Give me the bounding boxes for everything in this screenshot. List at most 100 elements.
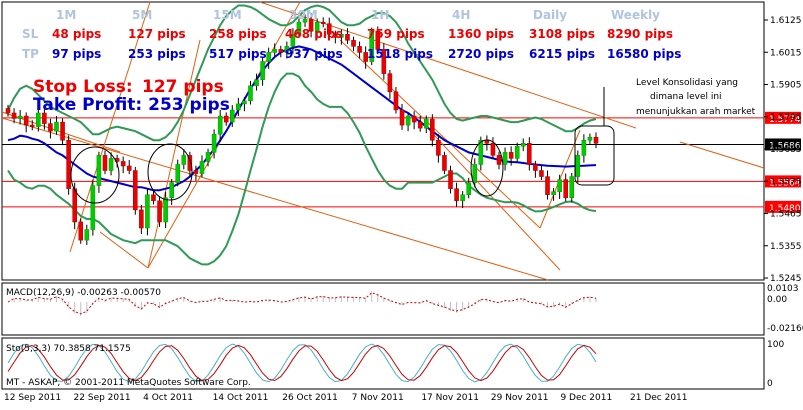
sl-1M: 48 pips [52,27,101,41]
macd-tick-zero: 0.00 [767,295,787,305]
candle-body [490,143,496,156]
candle-body [557,179,562,192]
y-tick-label: 1.5905 [770,81,802,91]
tp-1H: 1518 pips [367,47,433,61]
candle-body [175,164,181,183]
level-tag-1.5564 [765,175,801,188]
sl-15M: 258 pips [209,27,267,41]
candle-body [217,115,223,135]
candle-body [478,139,484,165]
candle-body [454,188,459,202]
candle-body [145,194,150,229]
x-tick-label: 26 Oct 2011 [282,393,338,403]
tp-1M: 97 pips [52,47,101,61]
tp-5M: 253 pips [128,47,186,61]
candle-body [563,179,568,199]
x-tick-label: 22 Sep 2011 [74,393,131,403]
candle-body [48,123,53,132]
candle-body [333,34,338,38]
timeframe-5M: 5M [132,8,152,22]
macd-signal [7,292,597,315]
stop-loss-value: 127 pips [142,77,224,97]
candle-body [290,34,296,47]
candle-body [296,21,302,35]
candle-body [163,197,168,223]
trend-line [99,231,149,269]
candle-body [527,143,532,165]
candle-body [278,49,284,53]
candle-body [442,155,447,171]
trend-line [339,39,541,229]
candle-body [17,115,23,119]
candle-body [502,152,508,165]
trend-line [679,141,765,169]
main-panel [1,1,765,281]
candle-body [42,112,47,124]
y-tick-label: 1.5465 [770,210,802,220]
macd-panel [1,282,765,336]
timeframe-1H: 1H [371,8,389,22]
candle-body [187,155,193,171]
candle-body [375,30,381,50]
candle-body [23,115,29,126]
highlight-circle [147,143,193,201]
candle-body [405,115,411,126]
stoch-tick-bottom: 0 [767,379,773,389]
candle-body [272,49,278,53]
sl-4H: 1360 pips [448,27,514,41]
candle-body [254,79,259,86]
candle-body [157,200,162,223]
candle-body [302,18,308,23]
candle-body [151,194,156,202]
candle-body [96,155,102,186]
candle-body [593,136,599,144]
stop-loss-label: Stop Loss: [33,77,133,97]
candle-body [102,155,108,171]
candle-body [411,115,417,123]
candle-body [533,164,538,171]
level-tag-1.5480 [765,200,801,213]
candle-body [236,103,241,111]
candle-body [514,146,520,159]
y-tick-label: 1.5795 [770,113,802,123]
candle-body [120,161,126,167]
candle-body [230,109,235,123]
candle-body [508,152,514,159]
level-label-1.5480: 1.5480 [769,204,801,214]
candle-body [72,188,77,223]
sl-prefix: SL [22,27,39,41]
candle-body [472,164,478,183]
y-tick-label: 1.6125 [770,16,802,26]
macd-label: MACD(12,26,9) -0.00263 -0.00570 [6,288,161,298]
macd-tick-bottom: -0.02166 [767,324,803,334]
candle-body [363,52,368,62]
candle-body [84,229,90,241]
candle-body [211,133,217,153]
level-label-1.5686: 1.5686 [769,141,801,151]
candle-body [133,170,138,211]
candle-body [308,18,314,32]
candle-body [399,109,405,126]
sl-30M: 468 pips [285,27,343,41]
candle-body [108,158,114,171]
candle-body [126,165,132,171]
x-tick-label: 12 Sep 2011 [4,393,61,403]
footer-copyright: MT - ASKAP, © 2001-2011 MetaQuotes Softw… [6,378,251,388]
annotation-line-3: menunjukkan arah market [636,107,756,117]
x-tick-label: 7 Nov 2011 [352,393,404,403]
stoch-tick-top: 100 [767,340,784,350]
trend-line [419,119,561,271]
candle-body [36,112,41,127]
candle-body [369,30,374,62]
sl-1H: 759 pips [367,27,425,41]
tp-4H: 2720 pips [448,47,514,61]
annotation-line-1: Level Konsolidasi yang [636,78,738,88]
candle-body [29,124,35,127]
candle-body [545,176,550,195]
y-tick-label: 1.5685 [770,145,802,155]
candle-body [248,85,253,102]
candle-body [575,155,581,177]
tp-30M: 937 pips [285,47,343,61]
level-tag-1.5686 [765,138,801,151]
